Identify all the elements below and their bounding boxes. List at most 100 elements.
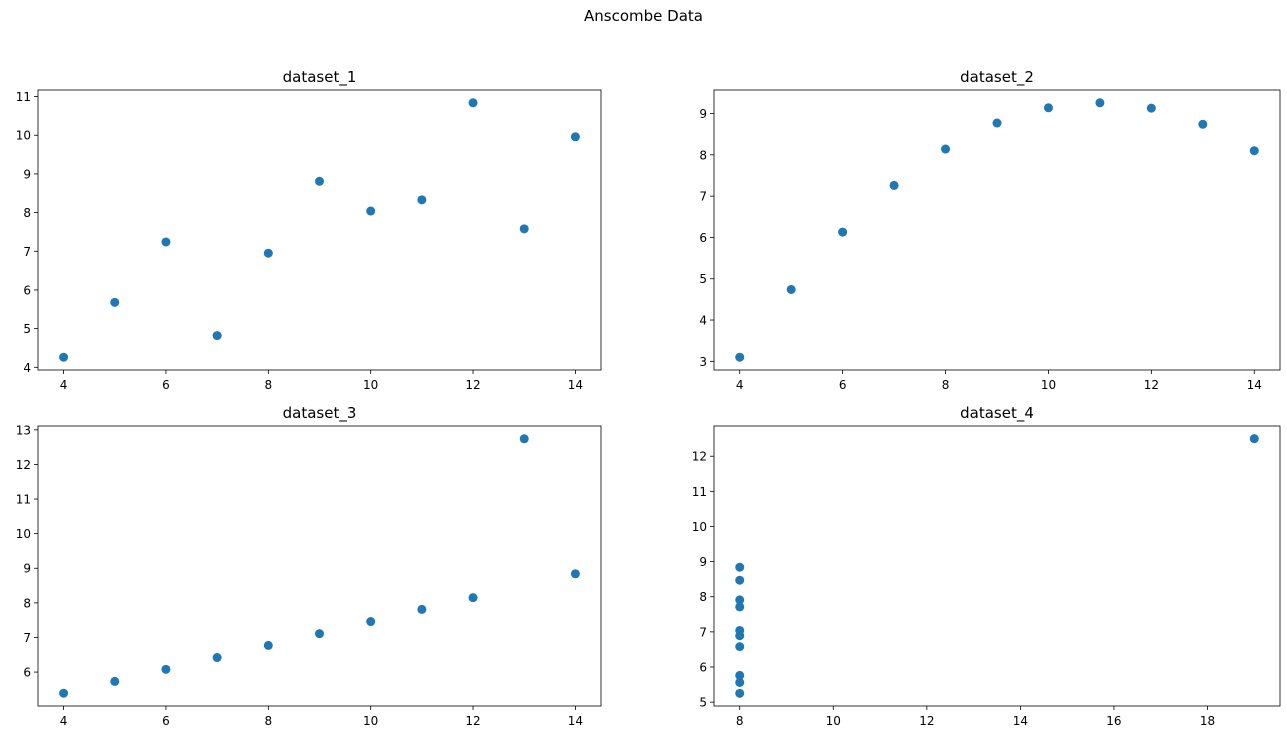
y-tick-label: 8	[699, 148, 707, 162]
axes-frame	[713, 89, 1281, 371]
x-tick-label: 10	[363, 714, 378, 728]
data-point	[1198, 119, 1208, 129]
data-point	[59, 688, 69, 698]
data-point	[366, 617, 376, 627]
data-point	[735, 642, 745, 652]
data-point	[519, 434, 529, 444]
y-tick-label: 5	[23, 322, 31, 336]
subplot-2: dataset_2 4 6 8 10 12 14 3 4 5 6 7 8 9	[699, 68, 1281, 392]
axes-frame	[37, 89, 602, 371]
data-point	[735, 677, 745, 687]
subplot-1: dataset_1 4 6 8 10 12 14 4 5 6 7 8 9 10 11	[16, 68, 602, 392]
data-point	[735, 631, 745, 641]
data-point	[735, 688, 745, 698]
data-point	[263, 248, 273, 258]
y-tick-label: 7	[23, 631, 31, 645]
data-point	[735, 595, 745, 605]
data-point	[263, 640, 273, 650]
y-tick-label: 10	[692, 520, 707, 534]
data-point	[417, 195, 427, 205]
data-point	[735, 602, 745, 612]
data-point	[315, 629, 324, 639]
y-tick-label: 6	[699, 661, 707, 675]
data-point	[1043, 103, 1053, 113]
y-tick-label: 8	[23, 596, 31, 610]
x-tick-label: 10	[826, 714, 841, 728]
data-point	[161, 237, 171, 247]
data-point	[212, 653, 222, 663]
data-point	[519, 224, 529, 234]
data-point	[838, 227, 848, 237]
x-tick-label: 18	[1200, 714, 1215, 728]
data-point	[570, 569, 580, 579]
x-tick-label: 12	[1144, 378, 1159, 392]
data-point	[110, 676, 120, 686]
data-point	[315, 176, 324, 186]
x-tick-label: 6	[162, 714, 170, 728]
x-tick-label: 4	[60, 378, 68, 392]
data-point	[212, 331, 222, 341]
data-point	[735, 562, 745, 572]
x-tick-label: 10	[1041, 378, 1056, 392]
x-tick-label: 8	[264, 378, 272, 392]
y-tick-label: 11	[16, 493, 31, 507]
y-tick-label: 11	[692, 485, 707, 499]
x-tick-label: 8	[942, 378, 950, 392]
x-tick-label: 10	[363, 378, 378, 392]
x-tick-label: 12	[465, 714, 480, 728]
x-tick-label: 14	[1247, 378, 1262, 392]
y-tick-label: 9	[699, 555, 707, 569]
data-point	[992, 118, 1002, 128]
y-tick-label: 4	[699, 314, 707, 328]
x-tick-label: 12	[919, 714, 934, 728]
data-point	[468, 98, 478, 108]
data-point	[570, 132, 580, 142]
y-tick-label: 3	[699, 355, 707, 369]
x-tick-label: 4	[60, 714, 68, 728]
y-tick-label: 10	[16, 527, 31, 541]
x-tick-label: 8	[736, 714, 744, 728]
data-point	[417, 604, 427, 614]
data-point	[161, 664, 171, 674]
y-tick-label: 6	[23, 283, 31, 297]
data-point	[468, 593, 478, 603]
y-tick-label: 4	[23, 361, 31, 375]
y-tick-label: 6	[23, 666, 31, 680]
x-tick-label: 4	[736, 378, 744, 392]
axes-frame	[37, 425, 602, 707]
x-tick-label: 14	[568, 378, 583, 392]
data-point	[1095, 98, 1105, 108]
x-tick-label: 8	[264, 714, 272, 728]
data-point	[59, 352, 69, 362]
data-point	[735, 575, 745, 585]
data-point	[1146, 103, 1156, 113]
x-tick-label: 14	[568, 714, 583, 728]
y-tick-label: 10	[16, 129, 31, 143]
y-tick-label: 11	[16, 90, 31, 104]
data-point	[366, 206, 376, 216]
y-tick-label: 7	[699, 190, 707, 204]
subplot-4: dataset_4 8 10 12 14 16 18 5 6 7 8 9 10 11 12	[692, 404, 1281, 728]
y-tick-label: 5	[699, 272, 707, 286]
subplot-title: dataset_1	[283, 68, 357, 87]
figure-title: Anscombe Data	[584, 7, 703, 25]
subplot-3: dataset_3 4 6 8 10 12 14 6 7 8 9 10 11 12 13	[16, 404, 602, 728]
y-tick-label: 9	[23, 167, 31, 181]
y-tick-label: 5	[699, 696, 707, 710]
data-point	[786, 284, 796, 294]
y-tick-label: 7	[699, 625, 707, 639]
data-point	[1249, 146, 1259, 156]
data-point	[1249, 434, 1259, 444]
x-tick-label: 12	[465, 378, 480, 392]
data-point	[941, 144, 951, 154]
x-tick-label: 16	[1106, 714, 1121, 728]
data-point	[735, 670, 745, 680]
x-tick-label: 6	[162, 378, 170, 392]
subplot-title: dataset_3	[283, 404, 357, 423]
x-tick-label: 6	[839, 378, 847, 392]
data-point	[110, 297, 120, 307]
y-tick-label: 13	[16, 423, 31, 437]
y-tick-label: 12	[692, 450, 707, 464]
